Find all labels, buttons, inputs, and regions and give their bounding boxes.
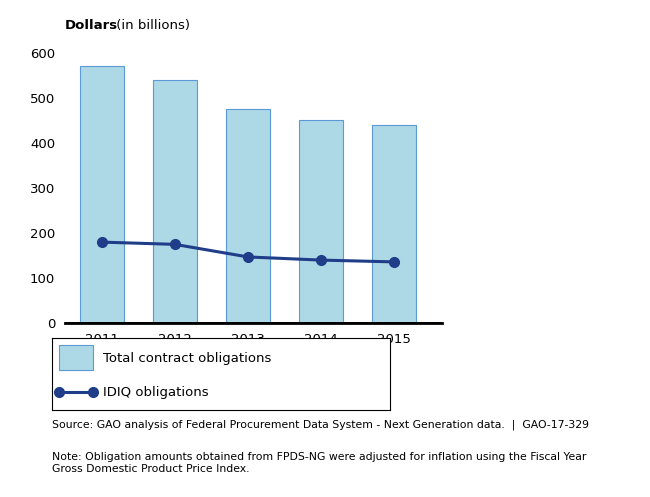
Bar (299, 120, 343, 323)
Text: Note: Obligation amounts obtained from FPDS-NG were adjusted for inflation using: Note: Obligation amounts obtained from F… (52, 452, 586, 474)
Bar (226, 108, 270, 323)
Text: IDIQ obligations: IDIQ obligations (103, 386, 208, 399)
Text: (in billions): (in billions) (112, 19, 190, 32)
Bar (153, 80, 197, 323)
Text: Source: GAO analysis of Federal Procurement Data System - Next Generation data. : Source: GAO analysis of Federal Procurem… (52, 420, 589, 430)
FancyBboxPatch shape (58, 345, 92, 370)
Text: Dollars: Dollars (65, 19, 118, 32)
Bar (372, 125, 417, 323)
Bar (80, 66, 124, 323)
Text: Total contract obligations: Total contract obligations (103, 352, 271, 365)
